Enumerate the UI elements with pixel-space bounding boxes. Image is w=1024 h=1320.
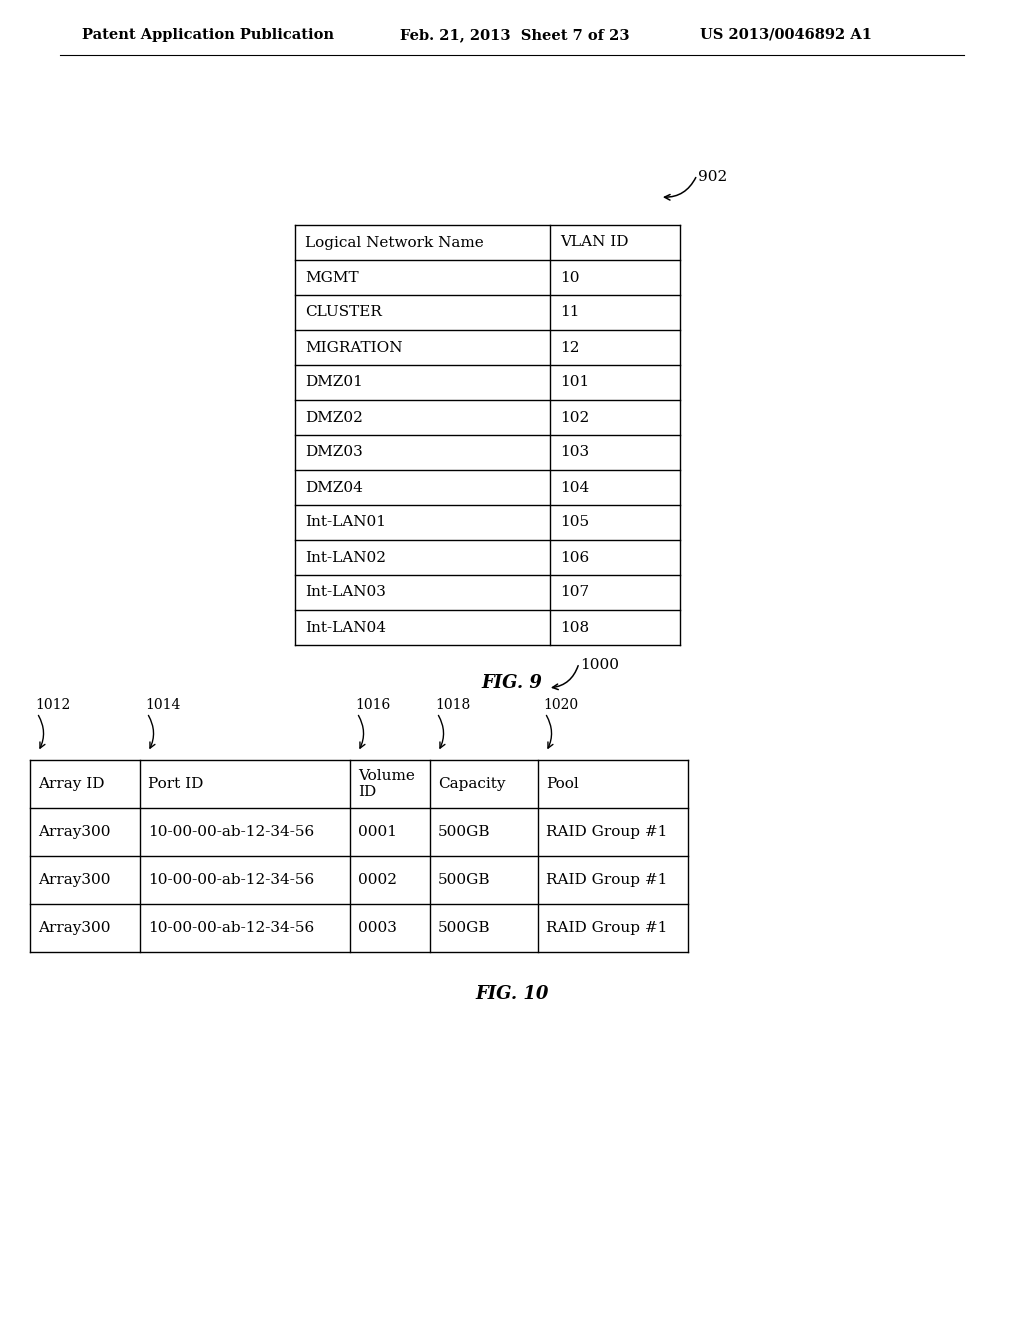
Text: 500GB: 500GB [438, 873, 490, 887]
Text: RAID Group #1: RAID Group #1 [546, 921, 668, 935]
Text: FIG. 10: FIG. 10 [475, 985, 549, 1003]
Text: 108: 108 [560, 620, 589, 635]
Text: VLAN ID: VLAN ID [560, 235, 629, 249]
Text: Array300: Array300 [38, 873, 111, 887]
Text: Int-LAN02: Int-LAN02 [305, 550, 386, 565]
Text: 101: 101 [560, 375, 589, 389]
Text: 500GB: 500GB [438, 825, 490, 840]
Text: Patent Application Publication: Patent Application Publication [82, 28, 334, 42]
Text: MIGRATION: MIGRATION [305, 341, 402, 355]
Text: Capacity: Capacity [438, 777, 506, 791]
Text: 102: 102 [560, 411, 589, 425]
Text: DMZ04: DMZ04 [305, 480, 362, 495]
Text: US 2013/0046892 A1: US 2013/0046892 A1 [700, 28, 872, 42]
Text: Int-LAN04: Int-LAN04 [305, 620, 386, 635]
Text: Logical Network Name: Logical Network Name [305, 235, 483, 249]
Text: 10: 10 [560, 271, 580, 285]
Text: 10-00-00-ab-12-34-56: 10-00-00-ab-12-34-56 [148, 825, 314, 840]
Text: DMZ02: DMZ02 [305, 411, 362, 425]
Text: 1018: 1018 [435, 698, 470, 711]
Text: CLUSTER: CLUSTER [305, 305, 382, 319]
Text: DMZ03: DMZ03 [305, 446, 362, 459]
Text: Array300: Array300 [38, 825, 111, 840]
Text: Int-LAN03: Int-LAN03 [305, 586, 386, 599]
Text: 1016: 1016 [355, 698, 390, 711]
Text: MGMT: MGMT [305, 271, 358, 285]
Text: 0002: 0002 [358, 873, 397, 887]
Text: 12: 12 [560, 341, 580, 355]
Text: 0003: 0003 [358, 921, 397, 935]
Text: 10-00-00-ab-12-34-56: 10-00-00-ab-12-34-56 [148, 873, 314, 887]
Text: Port ID: Port ID [148, 777, 204, 791]
Text: Int-LAN01: Int-LAN01 [305, 516, 386, 529]
Text: Array ID: Array ID [38, 777, 104, 791]
Text: 1000: 1000 [580, 657, 618, 672]
Text: 500GB: 500GB [438, 921, 490, 935]
Text: 1020: 1020 [543, 698, 579, 711]
Text: Pool: Pool [546, 777, 579, 791]
Text: 107: 107 [560, 586, 589, 599]
Text: RAID Group #1: RAID Group #1 [546, 825, 668, 840]
Text: 1012: 1012 [35, 698, 71, 711]
Text: 103: 103 [560, 446, 589, 459]
Text: 0001: 0001 [358, 825, 397, 840]
Text: Volume
ID: Volume ID [358, 768, 415, 799]
Text: 104: 104 [560, 480, 589, 495]
Text: FIG. 9: FIG. 9 [481, 675, 543, 692]
Text: 902: 902 [698, 170, 727, 183]
Text: Feb. 21, 2013  Sheet 7 of 23: Feb. 21, 2013 Sheet 7 of 23 [400, 28, 630, 42]
Text: 1014: 1014 [145, 698, 180, 711]
Text: DMZ01: DMZ01 [305, 375, 362, 389]
Text: 11: 11 [560, 305, 580, 319]
Text: 105: 105 [560, 516, 589, 529]
Text: 10-00-00-ab-12-34-56: 10-00-00-ab-12-34-56 [148, 921, 314, 935]
Text: RAID Group #1: RAID Group #1 [546, 873, 668, 887]
Text: 106: 106 [560, 550, 589, 565]
Text: Array300: Array300 [38, 921, 111, 935]
